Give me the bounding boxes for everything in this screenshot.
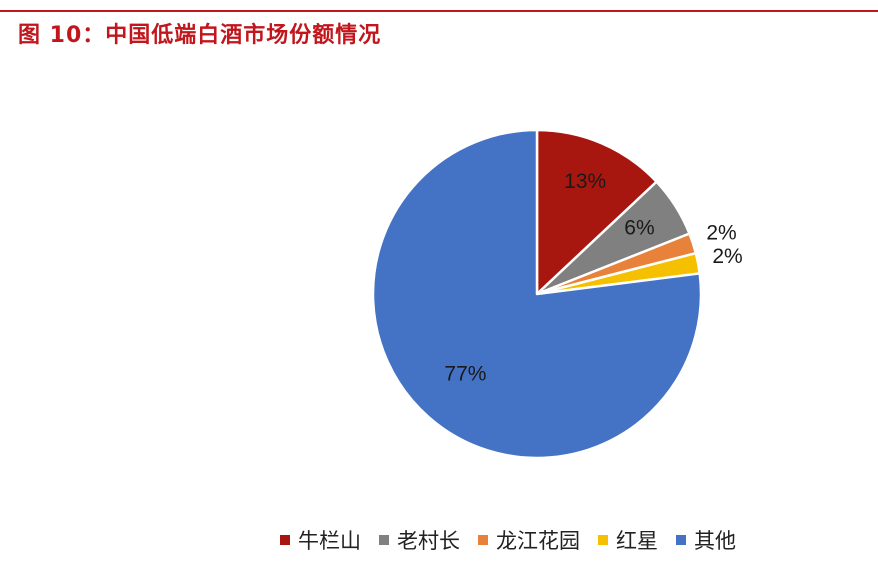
legend-label: 其他 (694, 529, 736, 553)
legend-swatch (379, 535, 389, 545)
slice-label-2: 6% (624, 217, 654, 240)
legend-swatch (478, 535, 488, 545)
legend-item-5: 其他 (676, 525, 736, 555)
title-rule (0, 10, 878, 12)
slice-label-5: 77% (444, 363, 486, 386)
legend-item-2: 老村长 (379, 525, 460, 555)
legend-label: 老村长 (397, 529, 460, 553)
legend-swatch (676, 535, 686, 545)
pie-slice-5 (371, 128, 703, 460)
legend-label: 牛栏山 (298, 529, 361, 553)
chart-legend: 牛栏山 老村长 龙江花园 红星 其他 (280, 523, 736, 557)
legend-item-4: 红星 (598, 525, 658, 555)
pie-slice-1 (535, 128, 658, 296)
figure-title: 图 10：中国低端白酒市场份额情况 (18, 23, 382, 48)
slice-label-3: 2% (706, 222, 736, 245)
legend-swatch (280, 535, 290, 545)
legend-item-1: 牛栏山 (280, 525, 361, 555)
slice-label-4: 2% (712, 245, 742, 268)
legend-label: 龙江花园 (496, 529, 580, 553)
legend-label: 红星 (616, 529, 658, 553)
legend-swatch (598, 535, 608, 545)
slice-label-1: 13% (564, 170, 606, 193)
legend-item-3: 龙江花园 (478, 525, 580, 555)
